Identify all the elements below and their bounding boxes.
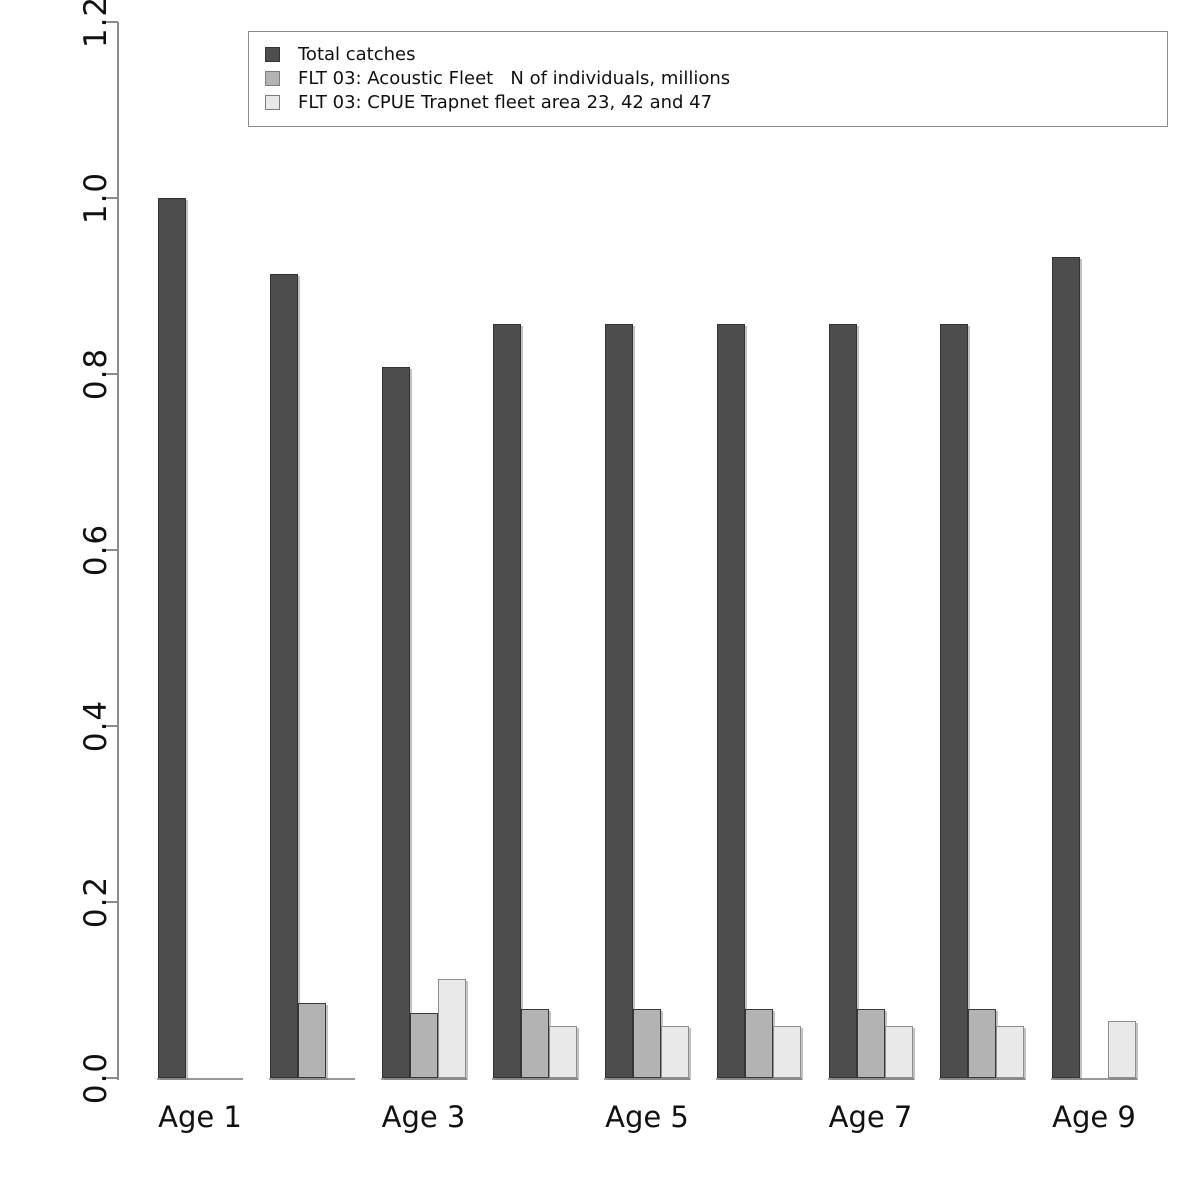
- y-tick-label: 0.6: [78, 523, 114, 577]
- bar-group6-series3: [773, 1026, 801, 1078]
- bar-group8-series2: [968, 1009, 996, 1078]
- y-tick-mark: [105, 901, 118, 903]
- bar-group1-series1: [158, 198, 186, 1078]
- baseline-segment: [381, 1078, 467, 1080]
- y-tick-mark: [105, 1077, 118, 1079]
- y-tick-mark: [105, 197, 118, 199]
- bar-group9-series3: [1108, 1021, 1136, 1078]
- bar-group2-series1: [270, 274, 298, 1078]
- x-tick-label-age-3: Age 3: [381, 1100, 466, 1134]
- y-tick-mark: [105, 549, 118, 551]
- bar-group3-series1: [382, 367, 410, 1078]
- y-tick-label: 0.8: [78, 347, 114, 401]
- legend-row: FLT 03: Acoustic Fleet N of individuals,…: [249, 66, 1167, 90]
- bar-group6-series1: [717, 324, 745, 1078]
- y-tick-mark: [105, 373, 118, 375]
- legend-row: Total catches: [249, 42, 1167, 66]
- bar-group2-series2: [298, 1003, 326, 1078]
- bar-group8-series3: [996, 1026, 1024, 1078]
- bar-group3-series2: [410, 1013, 438, 1078]
- baseline-segment: [828, 1078, 914, 1080]
- baseline-segment: [1051, 1078, 1137, 1080]
- bar-group5-series3: [661, 1026, 689, 1078]
- legend-label: FLT 03: CPUE Trapnet fleet area 23, 42 a…: [298, 91, 713, 113]
- bar-group3-series3: [438, 979, 466, 1078]
- x-tick-label-age-5: Age 5: [605, 1100, 689, 1134]
- x-tick-label-age-1: Age 1: [158, 1100, 242, 1134]
- legend-swatch-icon: [265, 94, 280, 110]
- bar-group4-series1: [493, 324, 521, 1078]
- y-tick-label: 1.0: [78, 171, 114, 225]
- baseline-segment: [269, 1078, 355, 1080]
- bar-group7-series3: [885, 1026, 913, 1078]
- legend-swatch-icon: [265, 70, 280, 86]
- legend-row: FLT 03: CPUE Trapnet fleet area 23, 42 a…: [249, 90, 1167, 114]
- baseline-segment: [157, 1078, 243, 1080]
- bar-group9-series1: [1052, 257, 1080, 1078]
- bar-group4-series2: [521, 1009, 549, 1078]
- legend-swatch-icon: [265, 46, 280, 62]
- bar-group6-series2: [745, 1009, 773, 1078]
- x-tick-label-age-9: Age 9: [1052, 1100, 1136, 1134]
- baseline-segment: [939, 1078, 1025, 1080]
- legend: Total catches FLT 03: Acoustic Fleet N of…: [248, 31, 1168, 127]
- y-tick-label: 0.2: [78, 875, 114, 929]
- y-axis-line: [117, 22, 119, 1080]
- y-tick-label: 1.2: [78, 0, 114, 49]
- bar-group7-series1: [829, 324, 857, 1078]
- baseline-segment: [716, 1078, 802, 1080]
- baseline-segment: [604, 1078, 690, 1080]
- y-tick-label: 0.4: [78, 699, 114, 753]
- x-tick-label-age-7: Age 7: [828, 1100, 913, 1134]
- bar-group7-series2: [857, 1009, 885, 1078]
- legend-label: Total catches: [298, 43, 416, 65]
- y-tick-mark: [105, 725, 118, 727]
- legend-label: FLT 03: Acoustic Fleet N of individuals,…: [298, 67, 731, 89]
- y-tick-mark: [105, 21, 118, 23]
- baseline-segment: [492, 1078, 578, 1080]
- y-tick-label: 0.0: [78, 1051, 114, 1105]
- bar-group5-series1: [605, 324, 633, 1078]
- bar-group4-series3: [549, 1026, 577, 1078]
- bar-group5-series2: [633, 1009, 661, 1078]
- bar-group8-series1: [940, 324, 968, 1078]
